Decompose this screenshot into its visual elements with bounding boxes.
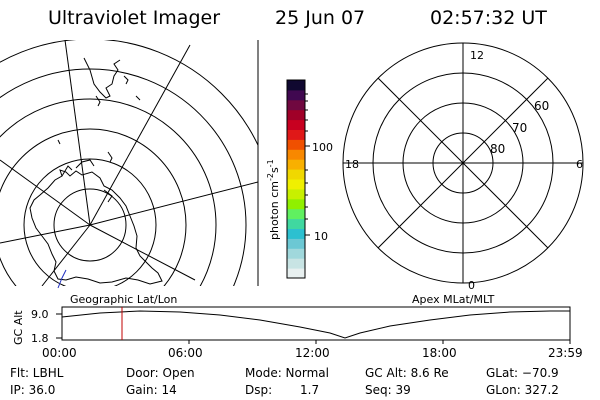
- timeline-ytick-9: 9.0: [31, 308, 49, 321]
- colorbar-swatch: [287, 99, 305, 111]
- mlt-polar-plot: [342, 42, 584, 284]
- colorbar-swatch: [287, 228, 305, 239]
- colorbar-swatch: [287, 169, 305, 180]
- colorbar: [287, 80, 305, 279]
- colorbar-frame: [286, 79, 306, 279]
- colorbar-swatch: [287, 149, 305, 160]
- colorbar-swatch: [287, 248, 305, 259]
- colorbar-swatch: [287, 159, 305, 170]
- info-dsp-value: 1.7: [300, 383, 320, 397]
- colorbar-swatch: [287, 268, 305, 279]
- mlat-label-80: 80: [490, 142, 505, 156]
- header-date: 25 Jun 07: [275, 7, 366, 29]
- timeline-xtick-0600: 06:00: [168, 346, 203, 360]
- colorbar-swatch: [287, 218, 305, 229]
- colorbar-swatch: [287, 80, 305, 91]
- timeline-xtick-2359: 23:59: [548, 346, 583, 360]
- info-seq: Seq: 39: [365, 383, 411, 397]
- mlt-label-0: 0: [468, 279, 475, 292]
- gc-altitude-timeline: [56, 306, 571, 344]
- info-glon: GLon: 327.2: [486, 383, 559, 397]
- timeline-xtick-1800: 18:00: [422, 346, 457, 360]
- info-gc-alt: GC Alt: 8.6 Re: [365, 366, 449, 380]
- colorbar-swatch: [287, 129, 305, 140]
- timeline-xtick-1200: 12:00: [295, 346, 330, 360]
- info-mode: Mode: Normal: [245, 366, 329, 380]
- coastline: [29, 169, 163, 285]
- header-time: 02:57:32 UT: [430, 7, 547, 29]
- colorbar-swatch: [287, 198, 305, 210]
- info-glat: GLat: −70.9: [486, 366, 559, 380]
- colorbar-swatch: [287, 179, 305, 190]
- colorbar-axis-label: photon cm-2s-1: [266, 159, 281, 240]
- colorbar-tick-10: 10: [314, 230, 328, 243]
- timeline-ytick-1_8: 1.8: [31, 332, 49, 345]
- colorbar-swatch: [287, 188, 305, 200]
- header-title: Ultraviolet Imager: [48, 7, 221, 29]
- colorbar-swatch: [287, 139, 305, 150]
- colorbar-swatch: [287, 258, 305, 269]
- colorbar-swatch: [287, 89, 305, 101]
- info-dsp-label: Dsp:: [245, 383, 273, 397]
- right-panel-label: Apex MLat/MLT: [412, 293, 495, 306]
- coastline-blue: [57, 269, 67, 289]
- mlt-label-6: 6: [576, 158, 583, 171]
- timeline-y-label: GC Alt: [12, 310, 25, 345]
- colorbar-swatch: [287, 109, 305, 121]
- geographic-map: [0, 40, 258, 286]
- left-panel-label: Geographic Lat/Lon: [70, 293, 177, 306]
- info-door: Door: Open: [126, 366, 195, 380]
- mlt-label-18: 18: [345, 158, 359, 171]
- altitude-curve: [61, 310, 570, 339]
- colorbar-swatch: [287, 238, 305, 249]
- info-ip: IP: 36.0: [10, 383, 56, 397]
- mlt-label-12: 12: [470, 49, 484, 62]
- info-filter: Flt: LBHL: [10, 366, 64, 380]
- info-gain: Gain: 14: [126, 383, 177, 397]
- timeline-xtick-0000: 00:00: [42, 346, 77, 360]
- colorbar-swatch: [287, 208, 305, 220]
- mlat-label-60: 60: [534, 99, 549, 113]
- colorbar-tick-100: 100: [312, 141, 333, 154]
- colorbar-swatch: [287, 119, 305, 130]
- mlat-label-70: 70: [512, 121, 527, 135]
